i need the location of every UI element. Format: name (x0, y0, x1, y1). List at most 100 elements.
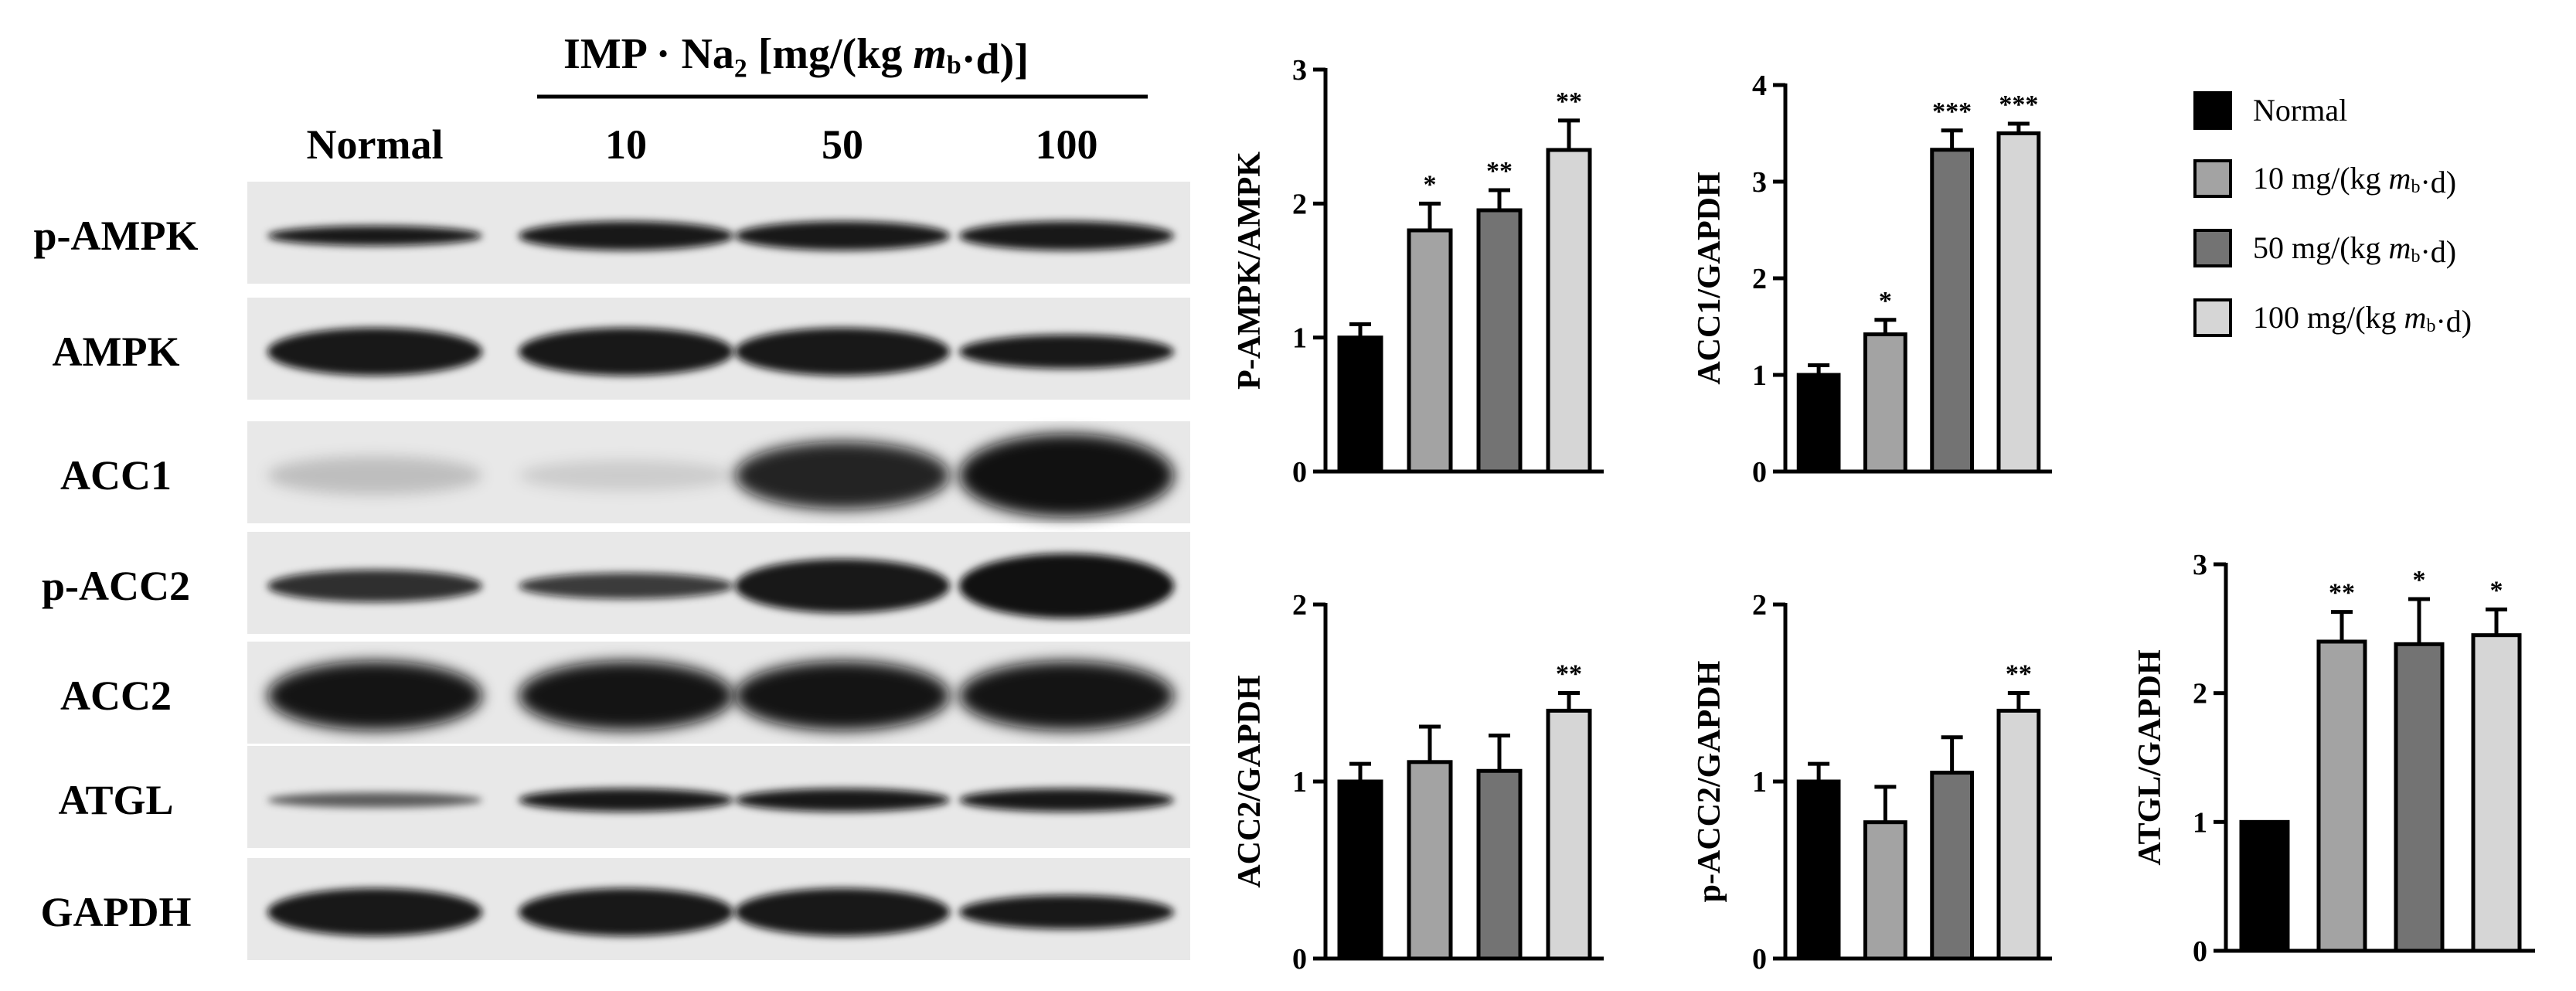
blot-band (267, 226, 482, 246)
y-tick-label: 3 (1752, 166, 1767, 199)
blot-band (519, 221, 733, 250)
bar (1996, 131, 2041, 474)
blot-band (519, 788, 733, 812)
y-tick-label: 1 (1292, 322, 1307, 355)
bar (1796, 373, 1841, 474)
blot-band (735, 559, 950, 613)
blot-band (519, 573, 733, 599)
bar (2471, 633, 2522, 953)
blot-band (735, 888, 950, 936)
bar-chart: 0 1 2 p-ACC2/GAPDH ** (1692, 589, 2052, 976)
blot-row: ACC1 (60, 421, 1190, 523)
blot-band (267, 570, 482, 602)
blot-row: AMPK (53, 298, 1190, 400)
significance-label: ** (2329, 579, 2355, 608)
y-tick-label: 0 (1292, 943, 1307, 976)
blot-band (267, 328, 482, 376)
blot-band (519, 328, 733, 376)
y-tick-label: 2 (1752, 263, 1767, 295)
y-tick-label: 1 (1752, 766, 1767, 799)
lane-label: Normal (307, 121, 444, 168)
lane-label: 100 (1036, 121, 1098, 168)
bar-chart: 0 1 2 ACC2/GAPDH ** (1232, 589, 1604, 976)
significance-label: *** (1932, 97, 1972, 126)
significance-label: * (1424, 170, 1437, 199)
blot-band (959, 788, 1174, 812)
legend-item: 100 mg/(kg mb·d) (2193, 298, 2472, 339)
bar (2316, 639, 2367, 953)
significance-label: ** (2006, 660, 2032, 689)
blot-band (267, 888, 482, 936)
blot-row-label: ACC2 (60, 673, 172, 719)
legend-label: 100 mg/(kg mb·d) (2253, 300, 2472, 339)
y-tick-label: 2 (1292, 589, 1307, 622)
blot-row: p-AMPK (34, 182, 1190, 284)
y-tick-label: 2 (2193, 678, 2207, 710)
lane-label: 50 (822, 121, 863, 168)
blot-row-label: p-ACC2 (42, 563, 190, 609)
legend-label: 10 mg/(kg mb·d) (2253, 161, 2456, 199)
y-tick-label: 3 (1292, 54, 1307, 87)
blot-band (735, 328, 950, 376)
bar (1796, 779, 1841, 961)
bar (1546, 708, 1592, 961)
bar (1337, 779, 1383, 961)
legend: Normal 10 mg/(kg mb·d) 50 mg/(kg mb·d) 100 … (2193, 91, 2472, 339)
legend-item: Normal (2193, 91, 2347, 130)
bar (2394, 642, 2445, 953)
significance-label: * (2413, 566, 2426, 594)
y-axis-label: ACC1/GAPDH (1692, 172, 1727, 384)
significance-label: *** (1999, 90, 2038, 119)
blot-band (959, 335, 1174, 369)
y-axis-label: ACC2/GAPDH (1232, 675, 1268, 887)
bar (1863, 332, 1907, 474)
y-tick-label: 0 (2193, 935, 2207, 968)
blot-row-label: GAPDH (41, 889, 192, 935)
bar (1930, 771, 1974, 961)
blot-band (959, 434, 1174, 517)
blot-rows: p-AMPK AMPK ACC1 p-ACC2 ACC2 ATGL GAPDH (34, 182, 1190, 960)
blot-band (267, 792, 482, 808)
blot-band (959, 661, 1174, 730)
legend-swatch (2193, 298, 2232, 337)
blot-row: ATGL (58, 746, 1190, 848)
y-tick-label: 1 (1752, 359, 1767, 392)
blot-band (267, 661, 482, 730)
blot-row-label: p-AMPK (34, 213, 199, 259)
y-axis-label: P-AMPK/AMPK (1232, 152, 1268, 390)
significance-label: ** (1556, 87, 1582, 116)
bar (1407, 228, 1453, 474)
blot-row-label: AMPK (53, 329, 180, 375)
y-tick-label: 0 (1752, 456, 1767, 489)
blot-band (519, 460, 733, 491)
y-tick-label: 2 (1292, 188, 1307, 220)
bar (1476, 768, 1523, 961)
significance-label: ** (1486, 157, 1513, 186)
blot-band (735, 661, 950, 730)
bar (1546, 148, 1592, 474)
y-tick-label: 1 (1292, 766, 1307, 799)
western-blot-panel: IMP · Na₂ [mg/(kg mb·d)] Normal 10 50 100 p… (34, 30, 1190, 960)
y-tick-label: 2 (1752, 589, 1767, 622)
blot-row: p-ACC2 (42, 532, 1190, 634)
y-axis-label: ATGL/GAPDH (2132, 649, 2168, 865)
legend-label: Normal (2253, 93, 2347, 128)
y-tick-label: 4 (1752, 70, 1767, 102)
bar (1996, 708, 2041, 961)
legend-swatch (2193, 229, 2232, 267)
blot-row-label: ATGL (58, 777, 173, 823)
legend-item: 50 mg/(kg mb·d) (2193, 229, 2456, 269)
bar (1476, 208, 1523, 474)
bar (1930, 148, 1974, 474)
legend-label: 50 mg/(kg mb·d) (2253, 230, 2456, 269)
bar (1337, 335, 1383, 474)
y-tick-label: 3 (2193, 549, 2207, 581)
legend-swatch (2193, 159, 2232, 198)
blot-band (959, 553, 1174, 618)
blot-row-label: ACC1 (60, 452, 172, 499)
blot-row: ACC2 (60, 642, 1190, 744)
